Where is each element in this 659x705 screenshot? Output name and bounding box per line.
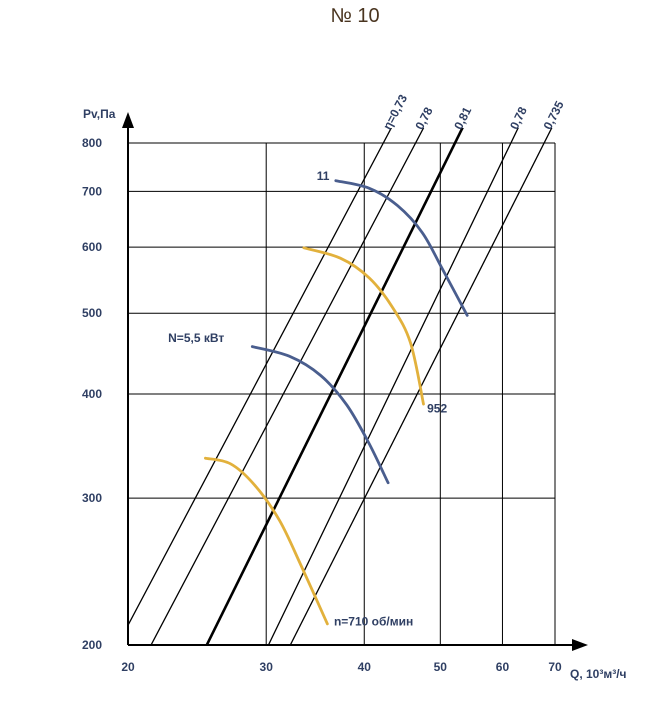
x-tick-label: 60 xyxy=(496,660,510,674)
y-axis-arrow xyxy=(122,112,134,128)
x-tick-label: 70 xyxy=(548,660,562,674)
y-tick-label: 400 xyxy=(82,387,102,401)
axes: Pv,Па Q, 10³м³/ч xyxy=(83,107,627,681)
x-tick-label: 20 xyxy=(121,660,135,674)
x-tick-label: 40 xyxy=(358,660,372,674)
efficiency-label: η=0,73 xyxy=(380,92,410,132)
x-axis-arrow xyxy=(572,639,588,651)
performance-curve xyxy=(250,345,390,485)
y-tick-label: 600 xyxy=(82,240,102,254)
performance-curve xyxy=(334,179,469,317)
performance-curves xyxy=(204,179,469,626)
efficiency-label: 0,78 xyxy=(412,105,435,132)
y-tick-label: 800 xyxy=(82,136,102,150)
curve-annotation: n=710 об/мин xyxy=(334,615,413,629)
chart-title: № 10 xyxy=(330,5,379,27)
performance-curve xyxy=(204,456,329,626)
efficiency-line xyxy=(150,128,425,645)
efficiency-label: 0,735 xyxy=(541,98,567,131)
y-tick-label: 300 xyxy=(82,491,102,505)
annotations: 11 952 N=5,5 кВт n=710 об/мин xyxy=(168,169,447,628)
efficiency-line xyxy=(205,128,464,645)
efficiency-label: 0,78 xyxy=(507,104,530,131)
curve-annotation: 952 xyxy=(427,402,447,416)
efficiency-lines xyxy=(128,128,553,645)
performance-curve xyxy=(302,246,425,406)
efficiency-line xyxy=(128,128,392,627)
curve-annotation: N=5,5 кВт xyxy=(168,331,224,345)
curve-annotation: 11 xyxy=(317,169,330,183)
grid xyxy=(128,142,556,645)
x-axis-label: Q, 10³м³/ч xyxy=(570,667,627,681)
y-tick-label: 200 xyxy=(82,638,102,652)
efficiency-labels: η=0,73 0,78 0,81 0,78 0,735 xyxy=(380,92,567,132)
tick-labels: 20 30 40 50 60 70 200 300 400 500 600 700 800 xyxy=(82,136,562,674)
x-tick-label: 50 xyxy=(434,660,448,674)
y-tick-label: 500 xyxy=(82,306,102,320)
efficiency-line xyxy=(289,128,553,645)
efficiency-line xyxy=(267,128,519,645)
x-tick-label: 30 xyxy=(260,660,274,674)
efficiency-label: 0,81 xyxy=(451,104,474,131)
y-axis-label: Pv,Па xyxy=(83,107,116,121)
y-tick-label: 700 xyxy=(82,184,102,198)
